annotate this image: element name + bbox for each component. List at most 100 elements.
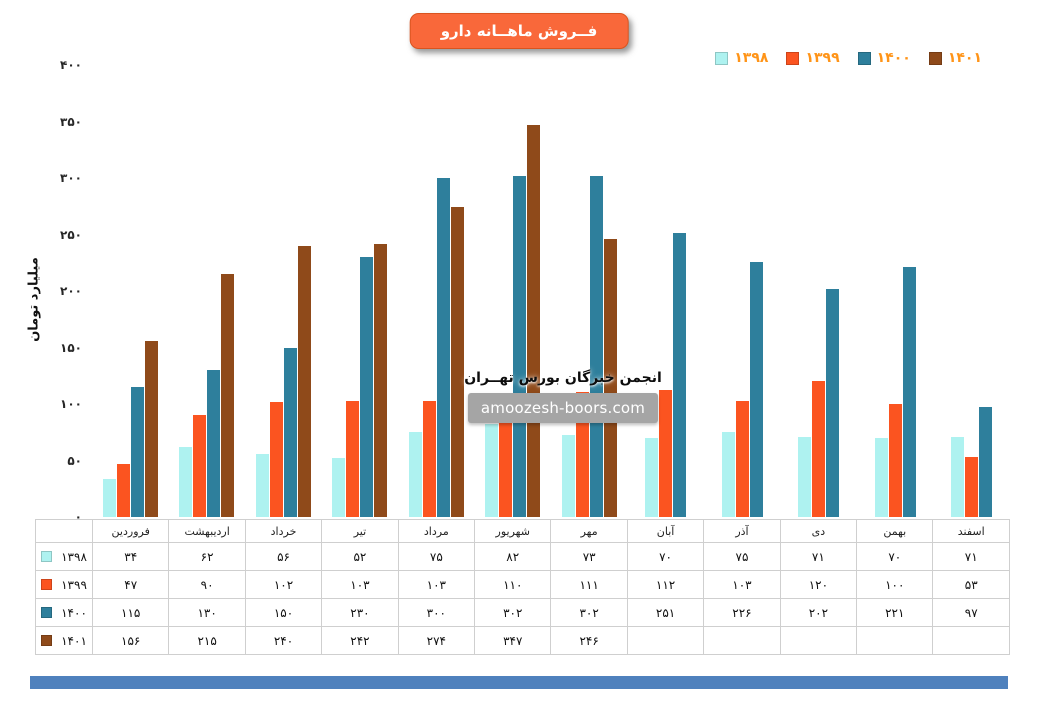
bar [193,415,207,517]
series-label-cell: ۱۳۹۹ [35,570,93,599]
bar [735,400,749,517]
month-header: دی [779,519,858,543]
value-cell: ۵۲ [321,542,399,571]
month-header: اردیبهشت [168,519,246,543]
month-header: اسفند [932,519,1010,543]
bar-group-11 [857,65,934,517]
value-cell: ۲۴۰ [244,626,323,655]
bar [269,401,283,517]
value-cell: ۲۲۱ [856,598,934,627]
value-cell: ۱۱۵ [91,598,170,627]
value-cell: ۱۵۶ [91,626,170,655]
legend-label: ۱۴۰۰ [876,50,911,66]
watermark-site-badge: amoozesh-boors.com [467,393,659,423]
value-cell: ۱۱۰ [474,570,552,599]
bar [332,458,346,517]
value-cell: ۳۴ [91,542,170,571]
value-cell: ۲۴۶ [550,626,628,655]
bar [283,347,297,517]
value-cell: ۷۵ [397,542,476,571]
value-cell: ۵۳ [932,570,1010,599]
bar [179,446,193,517]
y-tick-label: ۱۰۰ [60,397,82,411]
bar-group-10 [781,65,858,517]
table-corner-cell [35,519,93,543]
bar [902,267,916,517]
bar [499,392,513,517]
bar [207,370,221,517]
value-cell [626,626,705,655]
value-cell: ۱۱۲ [626,570,705,599]
bar [951,436,965,517]
table-row-۱۴۰۱: ۱۴۰۱ ۱۵۶ ۲۱۵ ۲۴۰ ۲۴۲ ۲۷۴ ۳۴۷ ۲۴۶ [35,626,1010,655]
bar-group-9 [704,65,781,517]
series-label-cell: ۱۴۰۰ [35,598,93,627]
y-tick-label: ۳۵۰ [60,114,82,129]
value-cell: ۹۷ [932,598,1010,627]
month-header: بهمن [856,519,934,543]
value-cell: ۳۰۲ [550,598,628,627]
bar [346,400,360,517]
table-row-۱۳۹۹: ۱۳۹۹ ۴۷ ۹۰ ۱۰۲ ۱۰۳ ۱۰۳ ۱۱۰ ۱۱۱ ۱۱۲ ۱۰۳ ۱۲۰ ۱۰۰ ۵۳ [35,570,1010,599]
month-header: خرداد [244,519,323,543]
value-cell: ۳۰۰ [397,598,476,627]
bar [297,245,311,517]
bar [360,257,374,517]
bar [673,233,687,517]
bar [436,178,450,517]
value-cell: ۵۶ [244,542,323,571]
value-cell: ۲۵۱ [626,598,705,627]
value-cell: ۱۱۱ [550,570,628,599]
value-cell [703,626,781,655]
value-cell: ۶۲ [168,542,246,571]
value-cell: ۲۴۲ [321,626,399,655]
value-cell [856,626,934,655]
month-header: مهر [550,519,628,543]
bar [826,288,840,517]
value-cell: ۲۰۲ [779,598,858,627]
y-axis: ۰ ۵۰ ۱۰۰ ۱۵۰ ۲۰۰ ۲۵۰ ۳۰۰ ۳۵۰ ۴۰۰ [38,58,82,524]
series-year-label: ۱۳۹۹ [61,577,87,592]
bar [221,274,235,517]
bar-group-12 [934,65,1011,517]
series-swatch [41,578,53,590]
y-tick-label: ۰ [74,510,82,524]
y-tick-label: ۳۰۰ [60,171,82,185]
legend-swatch [928,51,942,65]
month-header: فروردین [91,519,170,543]
series-swatch [41,634,53,646]
bar-group-7 [551,65,628,517]
value-cell: ۱۰۳ [703,570,781,599]
value-cell [932,626,1010,655]
bar [659,390,673,517]
y-tick-label: ۵۰ [67,453,82,468]
watermark-text: انجمن خبرگان بورس تهــران [464,370,662,386]
month-header: مرداد [397,519,476,543]
value-cell: ۷۵ [703,542,781,571]
bar [812,381,826,517]
bar [721,432,735,517]
bar-group-4 [322,65,399,517]
value-cell: ۱۰۳ [321,570,399,599]
table-header-row: فروردین اردیبهشت خرداد تیر مرداد شهریور مهر آبا… [35,519,1010,543]
series-year-label: ۱۴۰۰ [61,605,87,620]
legend-item-۱۴۰۰: ۱۴۰۰ [857,50,911,66]
watermark: انجمن خبرگان بورس تهــران amoozesh-boors… [448,370,678,423]
bar [255,453,269,517]
bar [422,400,436,517]
table-row-۱۴۰۰: ۱۴۰۰ ۱۱۵ ۱۳۰ ۱۵۰ ۲۳۰ ۳۰۰ ۳۰۲ ۳۰۲ ۲۵۱ ۲۲۶ ۲۰۲ ۲۲۱ ۹۷ [35,598,1010,627]
value-cell: ۱۰۲ [244,570,323,599]
y-tick-label: ۲۰۰ [60,284,82,298]
bar [888,404,902,517]
series-label-cell: ۱۴۰۱ [35,626,93,655]
value-cell: ۳۴۷ [474,626,552,655]
value-cell: ۱۲۰ [779,570,858,599]
series-swatch [41,606,53,618]
month-header: آبان [626,519,705,543]
value-cell: ۷۱ [932,542,1010,571]
bar [749,261,763,517]
footer-bar [30,676,1008,689]
data-table: فروردین اردیبهشت خرداد تیر مرداد شهریور مهر آبا… [35,519,1010,655]
bar [645,437,659,517]
bar-group-1 [92,65,169,517]
